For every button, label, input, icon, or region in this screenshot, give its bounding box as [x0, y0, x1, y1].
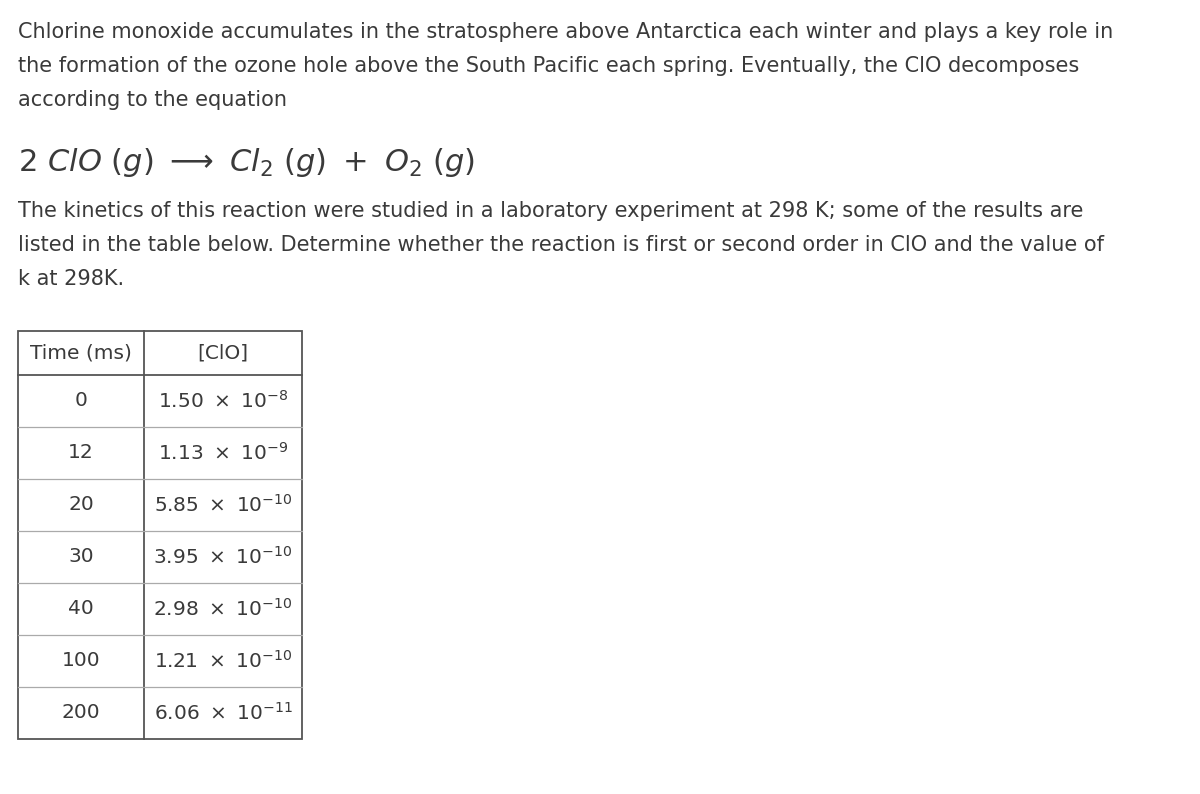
Text: $1.13\ \times\ 10^{-9}$: $1.13\ \times\ 10^{-9}$ — [158, 442, 288, 464]
Text: Time (ms): Time (ms) — [30, 344, 132, 363]
Text: 40: 40 — [68, 599, 94, 619]
Text: listed in the table below. Determine whether the reaction is first or second ord: listed in the table below. Determine whe… — [18, 235, 1104, 255]
Text: the formation of the ozone hole above the South Pacific each spring. Eventually,: the formation of the ozone hole above th… — [18, 56, 1079, 76]
Text: 0: 0 — [74, 391, 88, 410]
Text: $2.98\ \times\ 10^{-10}$: $2.98\ \times\ 10^{-10}$ — [154, 598, 293, 620]
Text: Chlorine monoxide accumulates in the stratosphere above Antarctica each winter a: Chlorine monoxide accumulates in the str… — [18, 22, 1114, 42]
Text: $3.95\ \times\ 10^{-10}$: $3.95\ \times\ 10^{-10}$ — [154, 546, 293, 568]
Text: $\mathit{2\ ClO\ (g)\ \longrightarrow\ Cl_2\ (g)\ +\ O_2\ (g)}$: $\mathit{2\ ClO\ (g)\ \longrightarrow\ C… — [18, 146, 475, 179]
Text: 200: 200 — [61, 703, 101, 723]
Text: 12: 12 — [68, 444, 94, 462]
Text: 100: 100 — [61, 652, 101, 670]
Text: $1.50\ \times\ 10^{-8}$: $1.50\ \times\ 10^{-8}$ — [158, 390, 288, 412]
Text: 20: 20 — [68, 495, 94, 515]
Bar — [18, 331, 302, 739]
Text: $1.21\ \times\ 10^{-10}$: $1.21\ \times\ 10^{-10}$ — [154, 650, 292, 672]
Text: $5.85\ \times\ 10^{-10}$: $5.85\ \times\ 10^{-10}$ — [154, 494, 293, 516]
Text: The kinetics of this reaction were studied in a laboratory experiment at 298 K; : The kinetics of this reaction were studi… — [18, 201, 1084, 221]
Text: $6.06\ \times\ 10^{-11}$: $6.06\ \times\ 10^{-11}$ — [154, 702, 293, 724]
Text: according to the equation: according to the equation — [18, 90, 287, 110]
Text: 30: 30 — [68, 548, 94, 566]
Text: [ClO]: [ClO] — [198, 344, 248, 363]
Text: k at 298K.: k at 298K. — [18, 269, 124, 289]
